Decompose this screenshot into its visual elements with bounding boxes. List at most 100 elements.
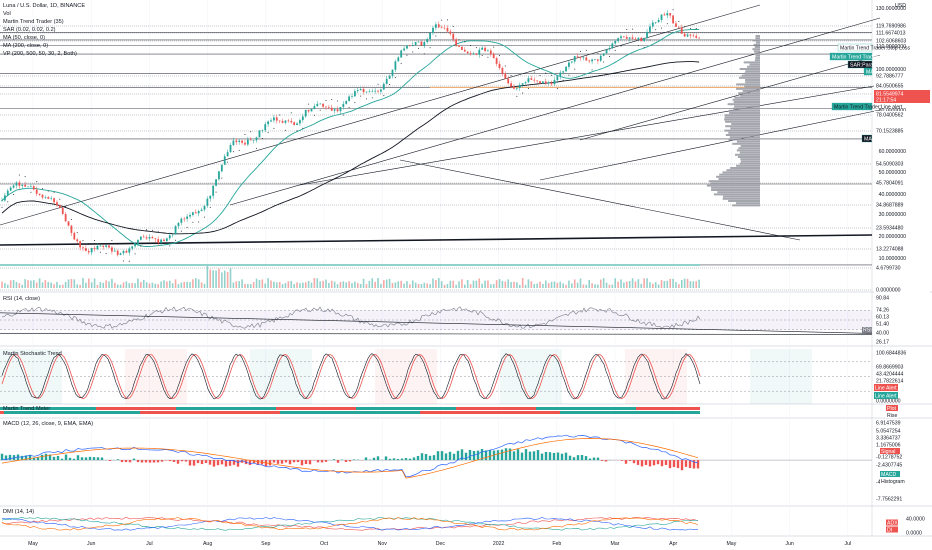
- volume-bar: [122, 282, 125, 288]
- trend-meter-cell: [480, 411, 484, 414]
- sar-dot: [53, 191, 55, 193]
- sar-dot: [626, 28, 628, 30]
- trend-meter-cell: [364, 411, 368, 414]
- candle-body: [374, 90, 377, 92]
- sar-dot: [354, 102, 356, 104]
- legend-sar[interactable]: SAR (0.02, 0.02, 0.2): [3, 27, 56, 33]
- macd-title[interactable]: MACD (12, 26, close, 9, EMA, EMA): [3, 421, 94, 427]
- trend-meter-cell: [560, 407, 564, 410]
- sar-dot: [342, 114, 344, 116]
- macd-histogram-bar: [540, 453, 544, 461]
- volume-bar: [559, 281, 562, 288]
- sar-dot: [30, 191, 32, 193]
- volume-profile-bar: [739, 151, 760, 154]
- volume-bar: [597, 284, 599, 288]
- trend-meter-cell: [408, 407, 412, 410]
- rsi-pane[interactable]: [0, 306, 873, 335]
- volume-bar: [443, 284, 446, 288]
- volume-bar: [203, 283, 206, 288]
- trend-line: [0, 234, 873, 246]
- legend-ma200[interactable]: MA (200, close, 0): [3, 43, 49, 49]
- legend-martin-trend-trader[interactable]: Martin Trend Trader (35): [3, 19, 64, 25]
- trend-meter-cell: [400, 407, 404, 410]
- volume-bar: [359, 283, 362, 288]
- candle-body: [261, 130, 264, 131]
- volume-profile-bar: [725, 134, 760, 136]
- dmi-pane[interactable]: [1, 516, 699, 531]
- candle-body: [47, 197, 50, 199]
- stoch-title[interactable]: Martin Stochastic Trend: [3, 351, 62, 357]
- candle-body: [267, 121, 270, 125]
- sar-dot: [666, 23, 668, 25]
- trend-meter-cell: [160, 411, 164, 414]
- candle-body: [417, 41, 420, 43]
- legend-vol[interactable]: Vol: [3, 11, 11, 17]
- candle-body: [3, 195, 6, 201]
- volume-bar: [197, 279, 200, 288]
- sar-dot: [250, 131, 252, 133]
- sar-dot: [169, 245, 171, 247]
- sar-dot: [684, 26, 686, 28]
- price-label-box: [874, 29, 930, 36]
- symbol-title[interactable]: Luna / U.S. Dollar, 1D, BINANCE: [3, 3, 86, 9]
- macd-histogram-bar: [140, 460, 144, 463]
- trend-meter-cell: [420, 407, 424, 410]
- trend-meter-cell: [616, 407, 620, 410]
- trend-meter-cell: [136, 407, 140, 410]
- candle-body: [565, 66, 567, 72]
- volume-bar: [472, 280, 475, 288]
- trend-meter-pane[interactable]: [0, 407, 700, 414]
- candle-body: [168, 235, 171, 239]
- trend-meter-cell: [220, 407, 224, 410]
- legend-ma50[interactable]: MA (50, close, 0): [3, 35, 45, 41]
- trend-meter-cell: [440, 407, 444, 410]
- trend-meter-cell: [448, 407, 452, 410]
- volume-profile-bar: [734, 96, 760, 99]
- trend-meter-cell: [476, 407, 480, 410]
- sar-dot: [574, 68, 576, 70]
- trend-meter-cell: [56, 411, 60, 414]
- macd-histogram-bar: [28, 454, 32, 461]
- macd-histogram-bar: [436, 451, 440, 461]
- candle-body: [562, 71, 565, 73]
- macd-histogram-bar: [256, 460, 260, 465]
- volume-bar: [666, 280, 669, 288]
- sar-dot: [389, 83, 391, 85]
- volume-profile-bar: [738, 92, 760, 95]
- sar-dot: [65, 206, 67, 208]
- trend-meter-cell: [144, 407, 148, 410]
- trend-meter-title[interactable]: Martin Trend Meter: [3, 406, 51, 412]
- trend-meter-cell: [416, 411, 420, 414]
- trend-meter-cell: [216, 407, 220, 410]
- macd-label: 5.0547254: [876, 429, 901, 435]
- candle-body: [434, 24, 437, 28]
- macd-histogram-bar: [8, 454, 12, 461]
- sar-dot: [423, 53, 425, 55]
- volume-bar: [24, 279, 26, 288]
- candle-body: [299, 120, 301, 124]
- legend-vp[interactable]: VP (200, 500, 50, 30, 2, Both): [3, 51, 77, 57]
- volume-bar: [6, 284, 9, 288]
- trend-meter-cell: [436, 407, 440, 410]
- sar-dot: [76, 232, 78, 234]
- trend-meter-cell: [668, 407, 672, 410]
- volume-profile-bar: [733, 101, 760, 103]
- volume-bar: [73, 279, 76, 288]
- stochastic-pane[interactable]: [0, 349, 872, 404]
- price-pane[interactable]: [0, 4, 881, 288]
- rsi-title[interactable]: RSI (14, close): [3, 296, 40, 302]
- trend-meter-cell: [376, 407, 380, 410]
- trend-meter-cell: [508, 411, 512, 414]
- trend-meter-cell: [544, 411, 548, 414]
- macd-histogram-bar: [40, 454, 44, 461]
- trend-meter-cell: [80, 411, 84, 414]
- trend-meter-cell: [328, 411, 332, 414]
- volume-bar: [466, 279, 469, 288]
- trend-meter-cell: [252, 411, 256, 414]
- candle-body: [264, 124, 267, 131]
- trend-meter-cell: [24, 411, 28, 414]
- macd-pane[interactable]: [0, 434, 872, 479]
- dmi-title[interactable]: DMI (14, 14): [3, 509, 35, 515]
- trend-meter-cell: [268, 407, 272, 410]
